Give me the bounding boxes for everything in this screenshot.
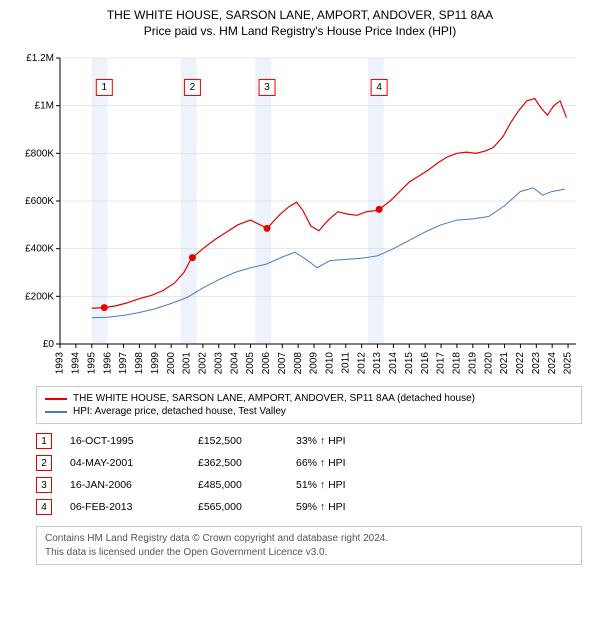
- event-date: 16-OCT-1995: [70, 435, 180, 447]
- svg-text:£400K: £400K: [25, 244, 54, 255]
- legend-swatch: [45, 398, 67, 400]
- legend-label: THE WHITE HOUSE, SARSON LANE, AMPORT, AN…: [73, 393, 475, 404]
- legend-row: THE WHITE HOUSE, SARSON LANE, AMPORT, AN…: [45, 392, 573, 405]
- event-pct: 66% ↑ HPI: [296, 457, 386, 469]
- svg-text:2021: 2021: [499, 352, 510, 375]
- svg-text:1996: 1996: [102, 352, 113, 375]
- event-pct: 59% ↑ HPI: [296, 501, 386, 513]
- svg-text:1994: 1994: [71, 352, 82, 375]
- svg-text:£0: £0: [43, 339, 55, 350]
- svg-text:1997: 1997: [118, 352, 129, 375]
- svg-text:£1M: £1M: [35, 101, 54, 112]
- chart-container: THE WHITE HOUSE, SARSON LANE, AMPORT, AN…: [0, 0, 600, 565]
- event-price: £152,500: [198, 435, 278, 447]
- svg-text:£200K: £200K: [25, 291, 54, 302]
- svg-text:2007: 2007: [277, 352, 288, 375]
- plot-svg: £0 £200K £400K £600K £800K £1M £1.2M 1993 1994 19…: [18, 48, 582, 378]
- svg-text:£1.2M: £1.2M: [26, 53, 54, 64]
- svg-text:2011: 2011: [340, 352, 351, 374]
- svg-text:2016: 2016: [420, 352, 431, 375]
- svg-text:2019: 2019: [467, 352, 478, 375]
- title-sub: Price paid vs. HM Land Registry's House …: [0, 24, 600, 38]
- event-pct: 33% ↑ HPI: [296, 435, 386, 447]
- legend-label: HPI: Average price, detached house, Test…: [73, 406, 286, 417]
- svg-text:2023: 2023: [531, 352, 542, 375]
- svg-text:1999: 1999: [150, 352, 161, 375]
- svg-text:£600K: £600K: [25, 196, 54, 207]
- event-marker-box: 3: [36, 477, 52, 493]
- svg-text:2025: 2025: [563, 352, 574, 375]
- event-date: 06-FEB-2013: [70, 501, 180, 513]
- event-marker-box: 1: [36, 433, 52, 449]
- svg-text:2013: 2013: [372, 352, 383, 375]
- event-price: £362,500: [198, 457, 278, 469]
- svg-text:2017: 2017: [436, 352, 447, 375]
- chart-titles: THE WHITE HOUSE, SARSON LANE, AMPORT, AN…: [0, 0, 600, 38]
- event-row: 2 04-MAY-2001 £362,500 66% ↑ HPI: [36, 452, 582, 474]
- svg-text:2012: 2012: [356, 352, 367, 375]
- event-marker-box: 4: [36, 499, 52, 515]
- svg-text:2003: 2003: [213, 352, 224, 375]
- event-row: 1 16-OCT-1995 £152,500 33% ↑ HPI: [36, 430, 582, 452]
- svg-text:4: 4: [376, 82, 382, 93]
- svg-text:2020: 2020: [483, 352, 494, 375]
- svg-text:2006: 2006: [261, 352, 272, 375]
- svg-text:1: 1: [102, 82, 108, 93]
- svg-text:2004: 2004: [229, 352, 240, 375]
- event-pct: 51% ↑ HPI: [296, 479, 386, 491]
- event-date: 16-JAN-2006: [70, 479, 180, 491]
- svg-text:2000: 2000: [166, 352, 177, 375]
- footer: Contains HM Land Registry data © Crown c…: [36, 526, 582, 565]
- event-row: 3 16-JAN-2006 £485,000 51% ↑ HPI: [36, 474, 582, 496]
- legend: THE WHITE HOUSE, SARSON LANE, AMPORT, AN…: [36, 386, 582, 424]
- svg-text:2022: 2022: [515, 352, 526, 375]
- event-marker-box: 2: [36, 455, 52, 471]
- event-row: 4 06-FEB-2013 £565,000 59% ↑ HPI: [36, 496, 582, 518]
- event-price: £565,000: [198, 501, 278, 513]
- footer-line2: This data is licensed under the Open Gov…: [45, 546, 573, 560]
- svg-text:2005: 2005: [245, 352, 256, 375]
- svg-text:2009: 2009: [309, 352, 320, 375]
- plot-area: £0 £200K £400K £600K £800K £1M £1.2M 1993 1994 19…: [18, 48, 582, 378]
- event-date: 04-MAY-2001: [70, 457, 180, 469]
- svg-text:1993: 1993: [55, 352, 66, 375]
- svg-text:1998: 1998: [134, 352, 145, 375]
- footer-line1: Contains HM Land Registry data © Crown c…: [45, 532, 573, 546]
- svg-text:2014: 2014: [388, 352, 399, 375]
- title-main: THE WHITE HOUSE, SARSON LANE, AMPORT, AN…: [0, 8, 600, 22]
- event-price: £485,000: [198, 479, 278, 491]
- svg-text:1995: 1995: [86, 352, 97, 375]
- svg-text:2008: 2008: [293, 352, 304, 375]
- svg-text:2001: 2001: [182, 352, 193, 375]
- svg-text:2024: 2024: [547, 352, 558, 375]
- svg-text:2010: 2010: [325, 352, 336, 375]
- svg-text:£800K: £800K: [25, 148, 54, 159]
- legend-swatch: [45, 411, 67, 413]
- svg-text:3: 3: [264, 82, 270, 93]
- svg-text:2015: 2015: [404, 352, 415, 375]
- legend-row: HPI: Average price, detached house, Test…: [45, 405, 573, 418]
- events-table: 1 16-OCT-1995 £152,500 33% ↑ HPI 2 04-MAY-200…: [36, 430, 582, 518]
- svg-text:2018: 2018: [452, 352, 463, 375]
- svg-text:2: 2: [190, 82, 196, 93]
- svg-text:2002: 2002: [198, 352, 209, 375]
